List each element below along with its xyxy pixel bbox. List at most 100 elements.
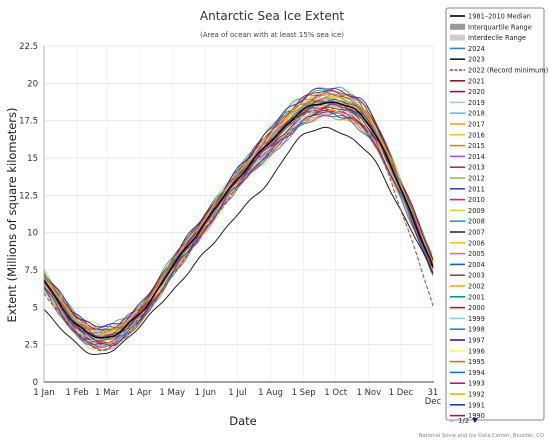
legend-item[interactable]: 2006 [450, 239, 485, 247]
legend-item[interactable]: 1981–2010 Median [450, 13, 531, 21]
legend-item[interactable]: 2011 [450, 185, 485, 193]
series-line-2013 [43, 112, 434, 349]
series-line-2023 [43, 126, 434, 355]
legend-label: 2019 [468, 99, 485, 107]
x-tick-label: 1 Apr [129, 388, 152, 398]
legend-label: 2024 [468, 45, 485, 53]
legend-label: 2008 [468, 218, 485, 226]
legend-item[interactable]: 2001 [450, 293, 485, 301]
legend-label: 2005 [468, 250, 485, 258]
legend-item[interactable]: 1992 [450, 391, 485, 399]
legend-item[interactable]: 2012 [450, 175, 485, 183]
legend-item[interactable]: 1990 [450, 412, 485, 420]
legend-swatch [450, 34, 465, 41]
legend-item[interactable]: 2015 [450, 142, 485, 150]
legend-label: 1994 [468, 369, 485, 377]
legend-label: 1999 [468, 315, 485, 323]
legend-label: 2003 [468, 272, 485, 280]
legend-item[interactable]: 2010 [450, 196, 485, 204]
y-axis-label: Extent (Millions of square kilometers) [5, 108, 19, 323]
series-line-2005 [43, 113, 434, 350]
legend-label: 2021 [468, 77, 485, 85]
legend-item[interactable]: 2023 [450, 56, 485, 64]
series-line-1997 [43, 87, 434, 328]
legend-label: Interdecile Range [468, 34, 526, 42]
legend-label: 2007 [468, 229, 485, 237]
x-tick-label: 1 Jan [33, 388, 54, 398]
legend-label: 2016 [468, 131, 485, 139]
y-tick-label: 5 [33, 303, 38, 313]
legend-item[interactable]: 2016 [450, 131, 485, 139]
series-lines [43, 86, 434, 355]
pager-next-icon[interactable] [472, 418, 478, 423]
legend-label: 2012 [468, 175, 485, 183]
series-line-1993 [43, 103, 434, 342]
x-tick-label: 1 Oct [324, 388, 347, 398]
credit-text: National Snow and Ice Data Center, Bould… [419, 433, 544, 439]
legend-item[interactable]: 1998 [450, 326, 485, 334]
legend-item[interactable]: 2004 [450, 261, 485, 269]
legend-item[interactable]: 2017 [450, 121, 485, 129]
legend-item[interactable]: 2020 [450, 88, 485, 96]
legend-item[interactable]: 2000 [450, 304, 485, 312]
legend-label: 1998 [468, 326, 485, 334]
legend-item[interactable]: 2014 [450, 153, 485, 161]
legend-label: 2009 [468, 207, 485, 215]
legend-label: 2002 [468, 283, 485, 291]
legend-item[interactable]: 2002 [450, 283, 485, 291]
legend-item[interactable]: 1994 [450, 369, 485, 377]
pager-text: 1/2 [458, 417, 469, 425]
legend-item[interactable]: 1995 [450, 358, 485, 366]
legend-item[interactable]: 2005 [450, 250, 485, 258]
legend-item[interactable]: 2013 [450, 164, 485, 172]
legend-item[interactable]: 2022 (Record minimum) [450, 67, 548, 75]
x-tick-label: 1 Nov [356, 388, 381, 398]
legend-item[interactable]: Interquartile Range [450, 23, 532, 31]
y-tick-label: 10 [27, 229, 38, 239]
legend-item[interactable]: 2003 [450, 272, 485, 280]
legend-label: 1981–2010 Median [468, 13, 531, 21]
legend-label: 2004 [468, 261, 485, 269]
y-tick-label: 2.5 [24, 341, 38, 351]
legend-label: 2023 [468, 56, 485, 64]
y-tick-label: 17.5 [19, 117, 38, 127]
legend-label: 1991 [468, 401, 485, 409]
legend-item[interactable]: 2007 [450, 229, 485, 237]
legend-item[interactable]: 2018 [450, 110, 485, 118]
legend-box [445, 7, 545, 421]
pager-prev-icon[interactable] [450, 418, 454, 422]
y-tick-label: 0 [33, 378, 38, 388]
legend-label: 2017 [468, 121, 485, 129]
legend-item[interactable]: 1991 [450, 401, 485, 409]
legend-item[interactable]: 1996 [450, 347, 485, 355]
legend-item[interactable]: 2009 [450, 207, 485, 215]
legend-swatch [450, 23, 465, 30]
y-tick-label: 22.5 [19, 42, 38, 52]
legend-label: Interquartile Range [468, 23, 532, 31]
x-tick-label: 1 Mar [95, 388, 120, 398]
x-tick-label: 1 Feb [66, 388, 89, 398]
legend-item[interactable]: 1993 [450, 380, 485, 388]
legend-label: 2006 [468, 239, 485, 247]
legend-item[interactable]: 1997 [450, 337, 485, 345]
legend-item[interactable]: 2019 [450, 99, 485, 107]
legend-item[interactable]: 1999 [450, 315, 485, 323]
x-tick-label: 1 May [159, 388, 185, 398]
legend-label: 1990 [468, 412, 485, 420]
series-line-1999 [43, 109, 434, 347]
legend-label: 1995 [468, 358, 485, 366]
legend-label: 2018 [468, 110, 485, 118]
legend-item[interactable]: 2024 [450, 45, 485, 53]
axes: 0 2.5 5 7.5 10 12.5 15 17.5 20 22.5 1 Jan 1 Feb 1 Ma… [19, 42, 441, 407]
x-tick-label: 31 Dec [425, 388, 442, 407]
legend-label: 2001 [468, 293, 485, 301]
x-tick-label: 1 Jul [228, 388, 246, 398]
x-tick-label: 1 Aug [258, 388, 283, 398]
legend-label: 1997 [468, 337, 485, 345]
legend-pager: 1/2 [450, 417, 478, 425]
legend-label: 2022 (Record minimum) [468, 67, 548, 75]
legend-item[interactable]: Interdecile Range [450, 34, 526, 42]
legend-item[interactable]: 2021 [450, 77, 485, 85]
legend-item[interactable]: 2008 [450, 218, 485, 226]
y-tick-label: 15 [27, 154, 38, 164]
